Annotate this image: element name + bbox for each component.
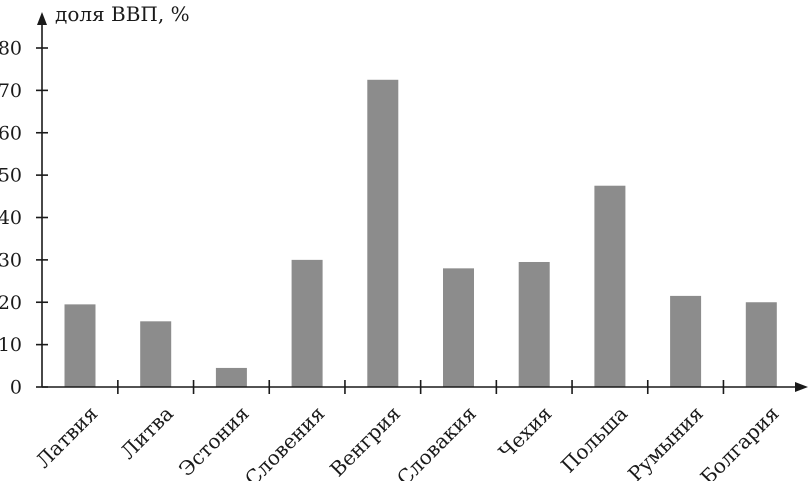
bar-2 — [140, 321, 172, 387]
x-category-label: Польша — [556, 401, 632, 477]
x-category-label: Эстония — [174, 401, 254, 481]
x-category-label: Словакия — [392, 401, 481, 481]
bar-4 — [291, 259, 323, 387]
x-category-label: Болгария — [695, 401, 783, 481]
y-tick-label: 10 — [0, 334, 22, 356]
y-tick-label: 40 — [0, 207, 22, 229]
bar-1 — [64, 304, 96, 387]
x-category-label: Чехия — [494, 401, 557, 464]
x-category-label: Словения — [240, 401, 329, 481]
x-category-label: Латвия — [31, 401, 102, 472]
y-tick-label: 60 — [0, 122, 22, 144]
y-axis-title: доля ВВП, % — [55, 2, 190, 26]
y-tick-label: 80 — [0, 38, 22, 60]
bar-5 — [367, 79, 399, 387]
bars — [64, 79, 777, 387]
y-axis-arrow-icon — [37, 12, 47, 25]
bar-9 — [670, 295, 702, 387]
x-category-label: Литва — [116, 401, 178, 463]
y-tick-label: 30 — [0, 249, 22, 271]
y-tick-label: 0 — [10, 377, 22, 399]
bar-7 — [518, 261, 550, 387]
x-category-label: Венгрия — [325, 401, 405, 481]
bar-10 — [745, 302, 777, 387]
x-axis-arrow-icon — [795, 382, 808, 392]
bar-6 — [443, 268, 474, 387]
bar-8 — [594, 185, 626, 387]
y-tick-label: 20 — [0, 292, 22, 314]
y-tick-label: 70 — [0, 80, 22, 102]
y-tick-label: 50 — [0, 165, 22, 187]
x-category-label: Румыния — [623, 401, 708, 481]
bar-3 — [215, 367, 247, 387]
